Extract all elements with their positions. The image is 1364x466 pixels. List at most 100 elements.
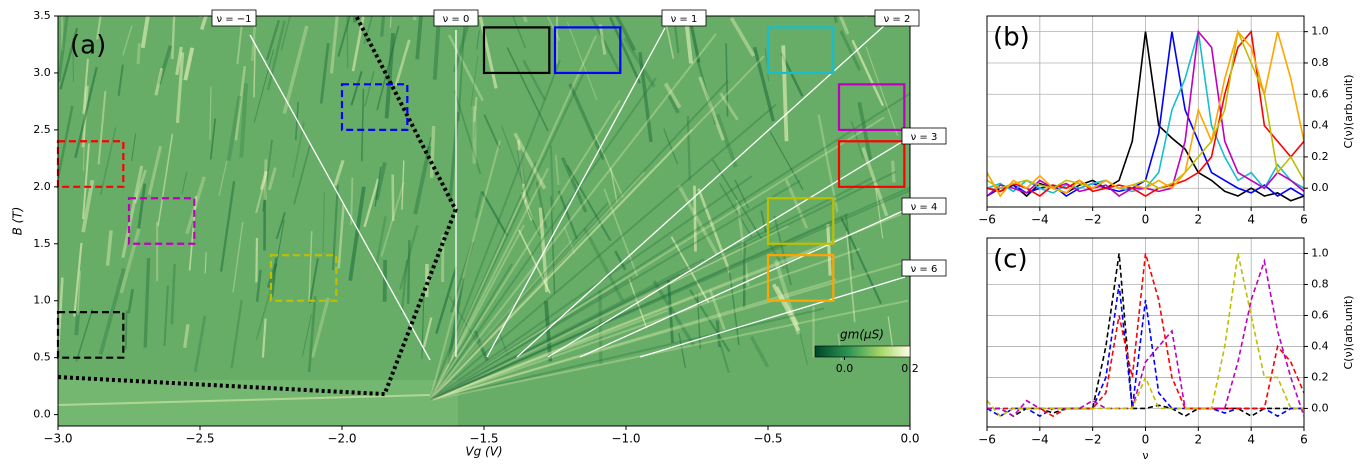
- colorbar-label: gm(μS): [840, 328, 884, 342]
- heatmap-streak: [670, 236, 710, 304]
- heatmap-streak: [250, 16, 257, 62]
- heatmap-streak: [698, 76, 725, 141]
- heatmap-streak: [453, 90, 482, 175]
- heatmap-streak: [784, 178, 809, 229]
- heatmap-streak: [209, 118, 217, 160]
- panel-label: (a): [70, 31, 106, 61]
- region-box: [837, 140, 906, 188]
- series-line: [987, 258, 1304, 418]
- heatmap-streak: [838, 16, 850, 35]
- heatmap-streak: [265, 20, 280, 61]
- boundary-line: [58, 16, 458, 397]
- heatmap-streak: [98, 267, 126, 355]
- heatmap-streak: [513, 132, 547, 190]
- heatmap-streak: [667, 94, 680, 114]
- heatmap-streak: [557, 190, 578, 240]
- heatmap-streak: [481, 191, 509, 237]
- annotation: ν = 2: [884, 14, 911, 25]
- heatmap-streak: [817, 114, 839, 213]
- nu-line: [486, 27, 666, 358]
- heatmap-streak: [554, 154, 560, 185]
- heatmap-fan: [429, 175, 753, 401]
- annotation: ν = 0: [443, 14, 470, 25]
- heatmap-streak: [58, 105, 74, 179]
- annotation-box: [874, 9, 920, 27]
- heatmap-streak: [715, 113, 738, 168]
- heatmap-streak: [58, 16, 69, 82]
- x-tick-label: −3.0: [43, 432, 72, 446]
- x-axis-label: Vg (V): [465, 445, 502, 459]
- heatmap-streak: [61, 16, 64, 51]
- heatmap-streak: [234, 65, 247, 141]
- heatmap-streak: [473, 96, 478, 122]
- annotation-box: [901, 197, 947, 215]
- series-line: [987, 253, 1304, 418]
- heatmap-streak: [677, 184, 719, 255]
- heatmap-streak: [319, 43, 330, 104]
- heatmap-streak: [171, 16, 176, 60]
- heatmap-streak: [127, 288, 135, 314]
- heatmap-streak: [352, 16, 357, 23]
- heatmap-streak: [253, 43, 256, 98]
- heatmap-streak: [82, 58, 89, 114]
- heatmap-streak: [663, 128, 679, 165]
- y-tick-label: 0.4: [1311, 119, 1329, 132]
- heatmap-streak: [263, 159, 268, 201]
- heatmap-streak: [400, 259, 409, 313]
- heatmap-streak: [474, 190, 484, 219]
- heatmap-streak: [143, 258, 151, 348]
- heatmap-streak: [865, 46, 899, 136]
- heatmap-streak: [628, 277, 648, 329]
- heatmap-streak: [307, 296, 317, 373]
- heatmap-streak: [311, 297, 330, 358]
- heatmap-streak: [550, 196, 556, 294]
- heatmap-streak: [667, 280, 674, 344]
- heatmap-fan: [429, 99, 621, 401]
- colorbar-tick-label: 0.2: [901, 362, 919, 375]
- heatmap-streak: [891, 160, 896, 183]
- heatmap-streak: [157, 133, 174, 227]
- heatmap-streak: [725, 43, 729, 117]
- heatmap-streak: [77, 270, 81, 316]
- heatmap-streak: [175, 52, 185, 124]
- nu-line: [249, 34, 431, 361]
- heatmap-streak: [331, 184, 339, 271]
- heatmap-streak: [500, 125, 531, 202]
- heatmap-streak: [473, 330, 489, 362]
- y-axis-label: B (T): [11, 207, 25, 236]
- annotation: ν = 6: [911, 264, 938, 275]
- heatmap-streak: [522, 59, 546, 101]
- heatmap-fan: [429, 309, 669, 401]
- heatmap-streak: [59, 27, 79, 90]
- annotation-box: [901, 127, 947, 145]
- heatmap-streak: [218, 160, 228, 196]
- heatmap-streak: [686, 115, 691, 181]
- heatmap-streak: [293, 145, 311, 205]
- heatmap-fan: [429, 140, 501, 401]
- heatmap-streak: [75, 309, 94, 362]
- heatmap-fan: [429, 276, 633, 401]
- y-tick-label: 0.4: [1311, 339, 1329, 352]
- heatmap-streak: [561, 157, 588, 213]
- heatmap-fan: [429, 92, 910, 401]
- heatmap-streak: [638, 52, 653, 143]
- heatmap-streak: [380, 181, 405, 257]
- region-box: [553, 26, 622, 75]
- heatmap-streak: [136, 43, 141, 65]
- x-tick-label: 2: [1195, 433, 1203, 447]
- annotation: ν = 3: [911, 132, 938, 143]
- heatmap-streak: [447, 34, 484, 102]
- heatmap-streak: [593, 133, 624, 198]
- x-tick-label: −0.5: [753, 432, 782, 446]
- heatmap-streak: [96, 16, 102, 40]
- heatmap-fan: [429, 307, 825, 401]
- heatmap-streak: [185, 176, 206, 235]
- heatmap-fan: [429, 59, 561, 401]
- heatmap-streak: [261, 318, 267, 358]
- heatmap-streak: [374, 161, 387, 201]
- heatmap-streak: [255, 171, 268, 214]
- heatmap-streak: [74, 311, 81, 336]
- heatmap-streak: [449, 241, 475, 313]
